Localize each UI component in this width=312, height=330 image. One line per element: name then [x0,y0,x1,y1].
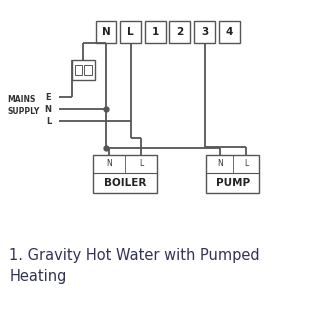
Text: MAINS
SUPPLY: MAINS SUPPLY [7,95,40,116]
Text: 1: 1 [152,27,159,37]
Bar [145,21,166,43]
Bar [84,65,92,75]
Text: 1. Gravity Hot Water with Pumped
Heating: 1. Gravity Hot Water with Pumped Heating [9,248,260,284]
Text: N: N [102,27,110,37]
Text: N: N [106,159,112,169]
Text: N: N [44,105,51,114]
Text: N: N [217,159,222,169]
Text: 2: 2 [176,27,183,37]
Text: PUMP: PUMP [216,178,250,188]
Text: BOILER: BOILER [104,178,146,188]
Text: 3: 3 [201,27,208,37]
Bar [219,21,240,43]
Text: L: L [139,159,143,169]
Text: L: L [244,159,248,169]
Text: E: E [46,92,51,102]
Bar [169,21,190,43]
Bar [96,21,116,43]
Bar [72,60,95,80]
Bar [75,65,82,75]
Bar [194,21,215,43]
Text: 4: 4 [226,27,233,37]
Text: L: L [46,116,51,125]
Bar [93,155,157,193]
Bar [207,155,260,193]
Bar [120,21,141,43]
Text: L: L [127,27,134,37]
